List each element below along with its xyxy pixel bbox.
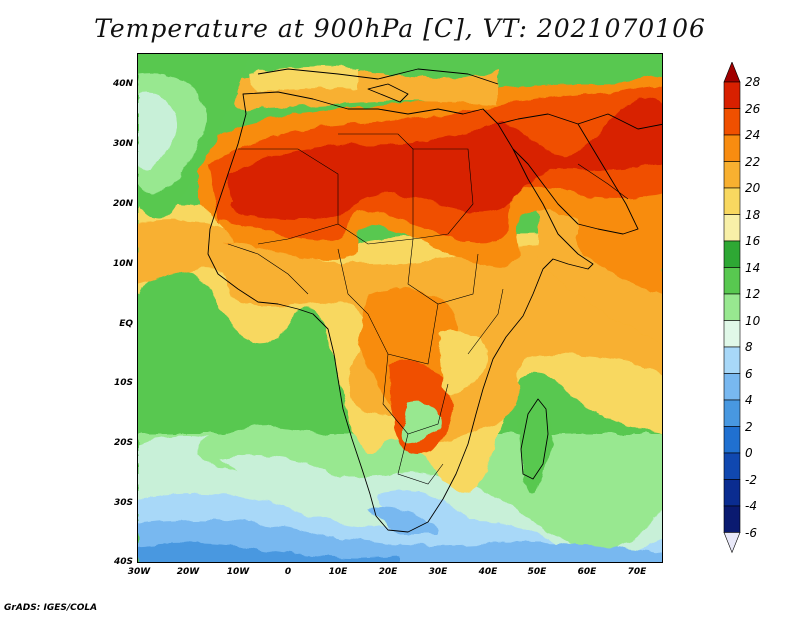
lat-tick-40s: 40S bbox=[113, 557, 133, 567]
lon-tick-20w: 20W bbox=[176, 567, 200, 577]
colorbar bbox=[723, 62, 741, 554]
colorbar-top-arrow bbox=[723, 62, 741, 83]
colorbar-segment bbox=[723, 320, 741, 348]
map-canvas bbox=[138, 54, 662, 562]
lon-tick-40e: 40E bbox=[478, 567, 498, 577]
lat-tick-20s: 20S bbox=[113, 438, 133, 448]
border-east-africa bbox=[467, 288, 504, 355]
colorbar-segment bbox=[723, 240, 741, 268]
colorbar-label: 28 bbox=[745, 75, 761, 89]
contour-band-4 bbox=[138, 543, 398, 562]
contour-band-28 bbox=[228, 96, 662, 220]
colorbar-segment bbox=[723, 187, 741, 215]
map-title: Temperature at 900hPa [C], VT: 202107010… bbox=[94, 14, 706, 43]
lon-tick-50e: 50E bbox=[527, 567, 547, 577]
madagascar-cool bbox=[518, 404, 552, 494]
lat-tick-30n: 30N bbox=[112, 139, 133, 149]
persian-coast bbox=[577, 113, 662, 130]
lat-tick-40n: 40N bbox=[112, 79, 133, 89]
colorbar-label: 26 bbox=[745, 101, 761, 116]
lon-tick-10w: 10W bbox=[226, 567, 250, 577]
colorbar-segment bbox=[723, 81, 741, 109]
colorbar-segment bbox=[723, 373, 741, 401]
colorbar-label: 22 bbox=[745, 154, 761, 169]
lon-tick-30w: 30W bbox=[127, 567, 151, 577]
arabia-coastline bbox=[497, 113, 639, 235]
lat-tick-30s: 30S bbox=[113, 498, 133, 508]
colorbar-segment bbox=[723, 505, 741, 533]
border-sahara-west bbox=[238, 148, 339, 245]
lat-tick-eq: EQ bbox=[119, 319, 133, 329]
colorbar-label: 4 bbox=[745, 393, 753, 407]
africa-coastline bbox=[207, 91, 594, 533]
colorbar-segment bbox=[723, 267, 741, 295]
colorbar-segment bbox=[723, 346, 741, 374]
lon-tick-20e: 20E bbox=[378, 567, 398, 577]
colorbar-segment bbox=[723, 399, 741, 427]
italy-coast bbox=[367, 83, 409, 103]
country-borders bbox=[227, 133, 629, 485]
colorbar-segment bbox=[723, 452, 741, 480]
lon-tick-30e: 30E bbox=[428, 567, 448, 577]
colorbar-label: 14 bbox=[745, 260, 761, 275]
temperature-map bbox=[137, 53, 663, 563]
lat-tick-10s: 10S bbox=[113, 378, 133, 388]
credit-footer: GrADS: IGES/COLA bbox=[4, 603, 98, 613]
colorbar-label: 0 bbox=[745, 446, 753, 460]
border-southern bbox=[397, 433, 444, 485]
north-atlantic-lightest bbox=[138, 93, 177, 170]
border-west-central bbox=[337, 248, 439, 365]
colorbar-label: 8 bbox=[745, 340, 753, 354]
colorbar-label: 18 bbox=[745, 207, 761, 222]
border-egypt-sudan bbox=[412, 148, 474, 240]
colorbar-segment bbox=[723, 161, 741, 189]
lat-tick-20n: 20N bbox=[112, 199, 133, 209]
colorbar-label: 20 bbox=[745, 181, 761, 195]
colorbar-label: 24 bbox=[745, 128, 761, 142]
colorbar-label: 12 bbox=[745, 287, 761, 301]
border-libya-chad bbox=[337, 133, 414, 245]
colorbar-label: 2 bbox=[745, 419, 753, 434]
lon-tick-60e: 60E bbox=[577, 567, 597, 577]
colorbar-label: 10 bbox=[745, 313, 761, 328]
lon-tick-10e: 10E bbox=[328, 567, 348, 577]
colorbar-segment bbox=[723, 134, 741, 162]
colorbar-segment bbox=[723, 293, 741, 321]
colorbar-bottom-arrow bbox=[723, 532, 741, 554]
colorbar-segment bbox=[723, 214, 741, 242]
colorbar-segment bbox=[723, 479, 741, 507]
colorbar-label: -2 bbox=[745, 472, 757, 487]
colorbar-segment bbox=[723, 426, 741, 454]
border-arabia bbox=[577, 163, 629, 200]
colorbar-label: 16 bbox=[745, 234, 761, 248]
border-west-africa bbox=[227, 243, 309, 295]
south-africa-cool-inner bbox=[368, 507, 439, 534]
colorbar-label: -6 bbox=[745, 525, 757, 540]
east-africa-highlands bbox=[438, 330, 489, 394]
colorbar-label: 6 bbox=[745, 366, 753, 381]
lon-tick-0: 0 bbox=[284, 567, 292, 577]
coastlines bbox=[207, 68, 662, 533]
temperature-contours bbox=[138, 54, 662, 562]
europe-coastline bbox=[257, 68, 499, 85]
colorbar-segment bbox=[723, 108, 741, 136]
lon-tick-70e: 70E bbox=[627, 567, 647, 577]
atlantic-cool-core bbox=[218, 455, 340, 484]
madagascar-coastline bbox=[520, 398, 549, 480]
colorbar-label: -4 bbox=[745, 499, 757, 513]
lat-tick-10n: 10N bbox=[112, 259, 133, 269]
